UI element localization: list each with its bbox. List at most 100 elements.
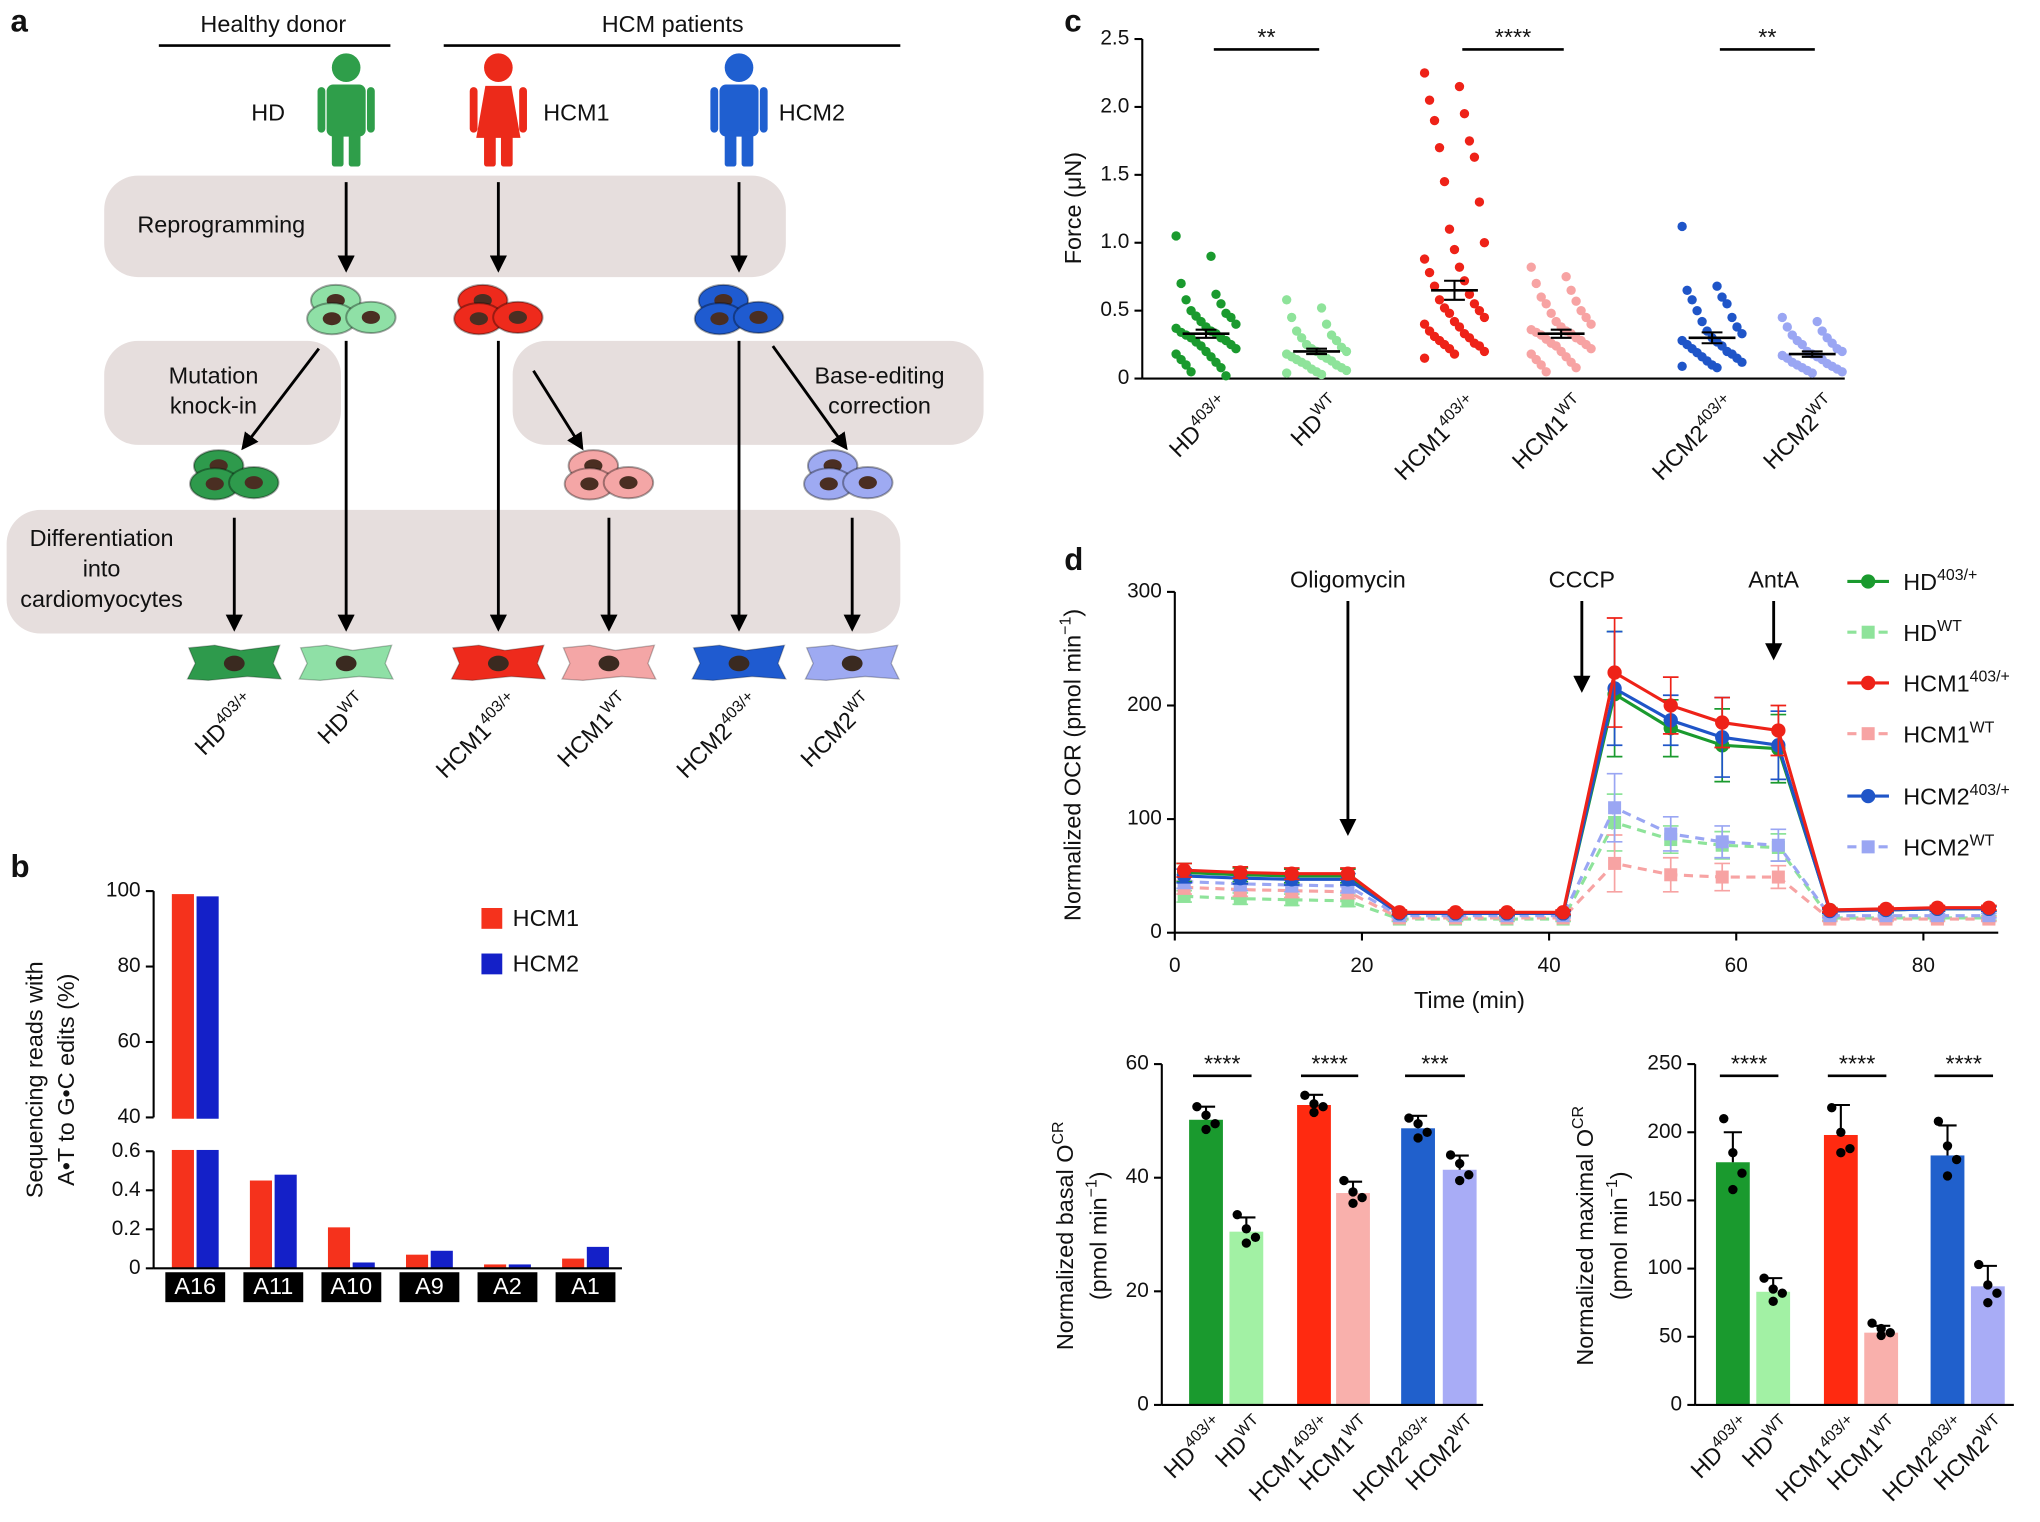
data-point bbox=[1566, 285, 1576, 295]
nucleus bbox=[205, 477, 224, 491]
x-tick-label: A16 bbox=[174, 1273, 216, 1299]
x-tick-label: 0 bbox=[1169, 954, 1181, 977]
data-point bbox=[1876, 1330, 1886, 1341]
series-line bbox=[1184, 861, 1989, 921]
data-point bbox=[1571, 296, 1581, 306]
data-point bbox=[1171, 231, 1181, 241]
y-axis-label: Normalized maximal OCR bbox=[1570, 1106, 1598, 1366]
bar bbox=[274, 1174, 297, 1269]
group-label: HCM patients bbox=[602, 11, 744, 37]
data-point bbox=[1737, 329, 1747, 339]
series-line bbox=[1184, 805, 1989, 918]
data-point bbox=[1281, 295, 1292, 305]
y-axis-label: A•T to G•C edits (%) bbox=[53, 974, 79, 1186]
y-tick-label: 0 bbox=[1671, 1392, 1683, 1415]
error-bar bbox=[1938, 1124, 1957, 1156]
person-head bbox=[331, 53, 361, 82]
data-point bbox=[1444, 308, 1455, 319]
person-leg bbox=[348, 130, 361, 167]
data-point bbox=[1454, 322, 1465, 332]
x-tick-label: HDWT bbox=[311, 688, 372, 749]
data-point bbox=[1201, 1124, 1211, 1135]
data-point bbox=[1318, 1102, 1328, 1112]
panel-label: d bbox=[1064, 542, 1083, 577]
person-leg bbox=[331, 130, 344, 167]
significance-label: ** bbox=[1257, 24, 1275, 50]
data-point bbox=[1867, 1318, 1877, 1328]
x-tick-label: HCM1403/+ bbox=[429, 688, 524, 783]
step-label: Mutation bbox=[169, 362, 259, 388]
bar bbox=[249, 1180, 273, 1269]
legend-swatch bbox=[481, 907, 503, 929]
data-point bbox=[1448, 905, 1463, 920]
sem-bar bbox=[1306, 347, 1328, 356]
data-point bbox=[1341, 346, 1352, 357]
x-tick-box bbox=[555, 1272, 616, 1303]
nucleus bbox=[223, 655, 245, 672]
data-point bbox=[1531, 278, 1541, 289]
data-point bbox=[1340, 866, 1356, 881]
nucleus bbox=[710, 312, 729, 326]
data-point bbox=[1586, 319, 1596, 329]
bar bbox=[1297, 1104, 1331, 1405]
data-point bbox=[1885, 1327, 1895, 1338]
data-point bbox=[1339, 1175, 1349, 1186]
annotation: Oligomycin bbox=[1290, 567, 1406, 593]
data-point bbox=[1715, 835, 1729, 849]
legend-marker bbox=[1861, 727, 1875, 741]
y-tick-label: 50 bbox=[1659, 1324, 1682, 1347]
data-point bbox=[1216, 299, 1226, 309]
x-tick-label: HCM1WT bbox=[1506, 390, 1590, 474]
data-point bbox=[1983, 1280, 1993, 1290]
data-point bbox=[1424, 95, 1435, 105]
bar bbox=[1189, 1119, 1223, 1405]
data-point bbox=[1459, 109, 1470, 119]
panel-label: c bbox=[1064, 4, 1081, 39]
data-point bbox=[1424, 267, 1435, 278]
step-label: Differentiation bbox=[30, 525, 174, 551]
x-tick-box bbox=[399, 1272, 460, 1303]
y-tick-label: 80 bbox=[117, 954, 140, 977]
y-axis-label: (pmol min−1) bbox=[1084, 1171, 1112, 1300]
data-point bbox=[1812, 316, 1822, 327]
data-point bbox=[1479, 346, 1490, 357]
person-head bbox=[484, 53, 513, 82]
data-point bbox=[1392, 905, 1407, 920]
data-point bbox=[1759, 1273, 1769, 1283]
data-point bbox=[1233, 865, 1248, 880]
x-tick-label: HCM1403/+ bbox=[1388, 390, 1483, 485]
sem-bar bbox=[1195, 328, 1217, 339]
y-tick-label: 300 bbox=[1127, 579, 1162, 602]
x-tick-label: HCM2403/+ bbox=[1646, 390, 1741, 485]
y-tick-label: 20 bbox=[1126, 1279, 1149, 1302]
data-point bbox=[1439, 176, 1450, 187]
data-point bbox=[1664, 827, 1678, 841]
data-point bbox=[1181, 360, 1191, 370]
y-axis-label: Normalized basal OCR bbox=[1050, 1122, 1078, 1351]
y-tick-label: 2.5 bbox=[1100, 27, 1129, 50]
data-point bbox=[1712, 281, 1722, 291]
data-point bbox=[1469, 299, 1480, 309]
bar bbox=[1336, 1193, 1370, 1405]
data-point bbox=[1663, 698, 1678, 713]
y-tick-label: 0.4 bbox=[112, 1178, 141, 1201]
step-label: Base-editing bbox=[814, 362, 944, 388]
bar bbox=[1442, 1169, 1477, 1405]
data-point bbox=[1526, 262, 1536, 272]
data-point bbox=[1454, 81, 1465, 92]
group-label: Healthy donor bbox=[200, 11, 346, 37]
data-point bbox=[1348, 1198, 1358, 1208]
data-point bbox=[1404, 1113, 1414, 1123]
x-tick-box bbox=[477, 1272, 538, 1303]
legend-label: HD403/+ bbox=[1903, 567, 1977, 595]
data-point bbox=[1715, 870, 1729, 884]
nucleus bbox=[469, 312, 488, 326]
step-label: cardiomyocytes bbox=[20, 586, 183, 612]
annotation: AntA bbox=[1748, 567, 1799, 593]
sem-bar bbox=[1701, 331, 1723, 345]
y-tick-label: 0.5 bbox=[1100, 298, 1129, 321]
bar bbox=[586, 1246, 609, 1269]
person-arm bbox=[317, 87, 326, 133]
data-point bbox=[1715, 715, 1730, 730]
data-point bbox=[1992, 1288, 2002, 1298]
